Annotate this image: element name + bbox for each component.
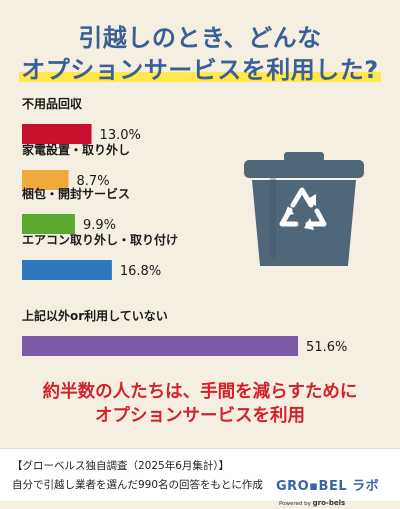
conclusion-line1: 約半数の人たちは、手間を減らすために: [42, 382, 358, 402]
chart-title-highlight: オプションサービスを利用した?: [19, 56, 381, 84]
brand-logo-text: GRO▪BEL ラボ: [276, 479, 380, 494]
brand-logo-powered-prefix: Powered by: [279, 501, 311, 507]
category-label-3: 梱包・開封サービス: [22, 186, 130, 201]
category-label-5: 上記以外or利用していない: [22, 308, 168, 323]
brand-logo: GRO▪BEL ラボ Powered by gro-bels: [276, 475, 400, 509]
conclusion-line2: オプションサービスを利用: [95, 406, 305, 426]
bar-chart: 不用品回収 13.0%家電設置・取り外し 8.7%梱包・開封サービス 9.9%エアコン…: [22, 97, 347, 356]
bar-2: [22, 170, 69, 190]
category-label-1: 不用品回収: [22, 97, 83, 111]
brand-logo-powered-brand: gro-bels: [312, 499, 346, 507]
bar-1: [22, 124, 92, 144]
category-label-2: 家電設置・取り外し: [22, 142, 130, 157]
category-label-4: エアコン取り外し・取り付け: [22, 232, 178, 247]
chart-title-line2: オプションサービスを利用した?: [0, 50, 400, 85]
brand-logo-powered: Powered by gro-bels: [279, 499, 346, 507]
value-label-5: 51.6%: [306, 340, 347, 355]
survey-source: 【グローベルス独自調査（2025年6月集計）】: [12, 460, 230, 472]
recycle-bin-icon: [244, 152, 364, 266]
survey-note: 自分で引越し業者を選んだ990名の回答をもとに作成: [12, 479, 263, 491]
value-label-3: 9.9%: [83, 218, 116, 233]
value-label-1: 13.0%: [100, 128, 141, 143]
bar-3: [22, 214, 75, 234]
footer: 【グローベルス独自調査（2025年6月集計）】 自分で引越し業者を選んだ990名…: [0, 448, 400, 507]
value-label-2: 8.7%: [77, 174, 110, 189]
chart-title-line1: 引越しのとき、どんな: [78, 24, 322, 52]
bar-5: [22, 336, 299, 356]
value-label-4: 16.8%: [120, 264, 161, 279]
bar-4: [22, 260, 112, 280]
